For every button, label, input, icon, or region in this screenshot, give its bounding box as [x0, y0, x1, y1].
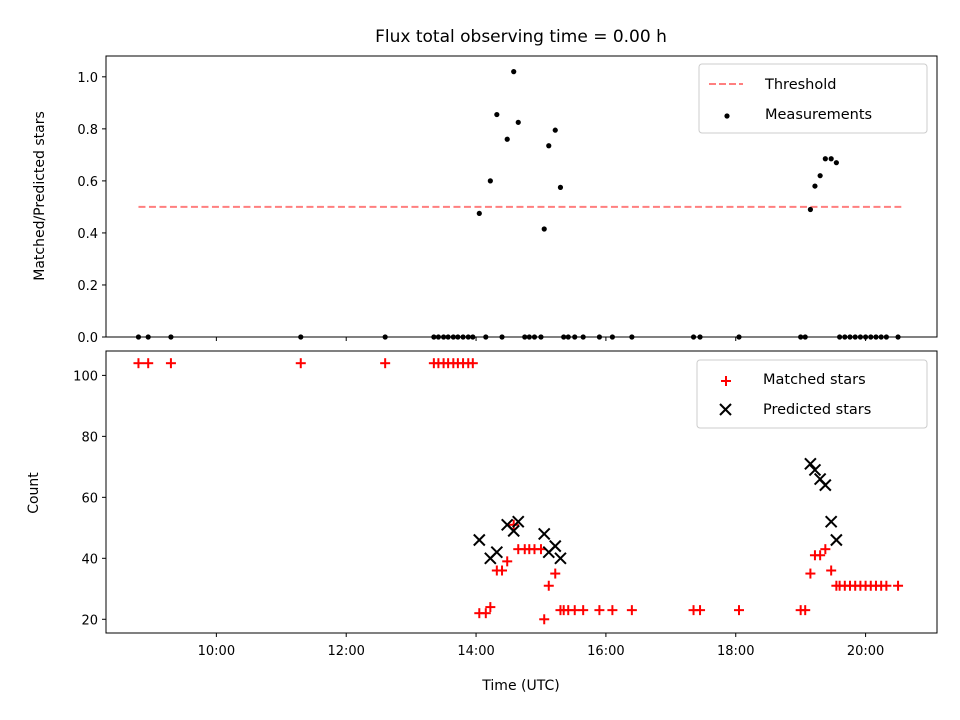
x-tick-label: 18:00	[717, 644, 754, 659]
predicted-legend-swatch	[719, 403, 732, 416]
predicted-star-point	[554, 552, 567, 565]
x-tick-label: 20:00	[847, 644, 884, 659]
predicted-star-point	[507, 524, 520, 538]
matched-star-point	[165, 358, 176, 369]
top-axes-frame	[105, 55, 938, 338]
matched-star-point	[539, 614, 550, 625]
measurement-point	[557, 184, 564, 190]
top-y-axis-label: Matched/Predicted stars	[32, 111, 48, 281]
measurement-point	[546, 143, 552, 149]
measurement-point	[504, 136, 510, 142]
threshold-legend-label: Threshold	[764, 77, 836, 93]
top-y-tick-label: 0.0	[77, 331, 98, 346]
predicted-star-point	[538, 527, 551, 541]
top-y-tick-label: 0.8	[77, 123, 98, 138]
top-y-tick-label: 0.4	[77, 227, 98, 242]
bottom-y-tick-label: 100	[73, 369, 98, 384]
measurement-point	[817, 173, 823, 179]
measurement-point	[487, 178, 493, 184]
matched-star-point	[569, 605, 580, 616]
bottom-y-tick-label: 40	[81, 552, 98, 567]
matched-star-point	[733, 605, 744, 616]
x-tick-label: 16:00	[587, 644, 624, 659]
top-ticks: 0.0 0.2 0.4 0.6 0.8 1.0	[77, 71, 867, 346]
predicted-star-point	[824, 515, 838, 528]
bottom-y-axis-label: Count	[26, 472, 42, 514]
bottom-axes-frame	[105, 350, 938, 634]
top-legend: Threshold Measurements	[698, 63, 928, 134]
predicted-star-point	[830, 533, 843, 547]
predicted-legend-label: Predicted stars	[763, 402, 871, 418]
bottom-y-tick-label: 80	[81, 430, 98, 445]
measurement-point	[833, 160, 839, 166]
matched-legend-label: Matched stars	[763, 372, 866, 388]
top-y-tick-label: 1.0	[77, 71, 98, 86]
measurement-point	[511, 69, 517, 75]
x-tick-label: 10:00	[198, 644, 235, 659]
matched-star-point	[133, 358, 144, 369]
count-panel: 20 40 60 80 100 10:00 12:00 14:00 16:00 18:00 20:0…	[26, 350, 938, 694]
matched-star-point	[467, 358, 478, 369]
matched-star-point	[881, 580, 892, 591]
measurement-point	[494, 111, 500, 118]
bottom-y-tick-label: 20	[81, 613, 98, 628]
top-legend-box	[698, 63, 928, 134]
matched-legend-swatch	[721, 376, 731, 386]
bottom-y-tick-label: 60	[81, 491, 98, 506]
matched-star-point	[295, 358, 306, 369]
predicted-star-point	[512, 515, 525, 528]
measurement-point	[822, 156, 828, 162]
matched-star-point	[594, 605, 605, 616]
measurement-point	[812, 183, 818, 189]
top-y-tick-label: 0.2	[77, 279, 98, 294]
predicted-star-point	[473, 533, 486, 547]
matched-star-point	[508, 519, 519, 530]
flux-ratio-panel: Flux total observing time = 0.00 h 0.00.…	[32, 27, 938, 346]
measurements-legend-swatch	[724, 113, 730, 119]
matched-star-point	[607, 605, 618, 616]
measurement-point	[515, 119, 521, 125]
measurements-legend-label: Measurements	[765, 107, 872, 123]
matched-star-point	[815, 550, 826, 561]
matched-star-point	[543, 580, 554, 591]
matched-star-point	[893, 580, 904, 591]
matched-star-point	[578, 605, 589, 616]
matched-star-point	[820, 544, 831, 555]
measurement-point	[541, 226, 547, 232]
measurement-point	[807, 206, 814, 213]
predicted-star-point	[804, 457, 817, 471]
matched-star-point	[497, 565, 508, 576]
x-tick-label: 14:00	[457, 644, 494, 659]
matched-star-point	[800, 605, 811, 616]
top-y-tick-label: 0.6	[77, 175, 98, 190]
matched-star-point	[826, 565, 837, 576]
measurement-point	[552, 127, 558, 133]
bottom-ticks: 20 40 60 80 100 10:00 12:00 14:00 16:00 18:00 20:0…	[73, 369, 884, 659]
matched-star-point	[502, 556, 513, 567]
x-axis-label: Time (UTC)	[481, 678, 559, 694]
predicted-star-point	[490, 546, 504, 559]
predicted-star-point	[549, 539, 562, 553]
matched-star-point	[380, 358, 391, 369]
bottom-plot-area	[133, 358, 904, 625]
chart-title: Flux total observing time = 0.00 h	[375, 27, 667, 47]
matched-star-point	[626, 605, 637, 616]
matched-star-point	[143, 358, 154, 369]
predicted-star-point	[819, 478, 832, 492]
matched-star-point	[550, 568, 561, 579]
matched-star-point	[805, 568, 816, 579]
x-tick-label: 12:00	[327, 644, 364, 659]
matched-star-point	[480, 608, 491, 619]
measurement-point	[828, 156, 834, 162]
measurement-point	[476, 210, 482, 217]
matched-star-point	[485, 602, 496, 613]
predicted-star-point	[808, 463, 822, 477]
matched-star-point	[695, 605, 706, 616]
bottom-legend-box	[696, 359, 928, 429]
bottom-legend: Matched stars Predicted stars	[696, 359, 928, 429]
